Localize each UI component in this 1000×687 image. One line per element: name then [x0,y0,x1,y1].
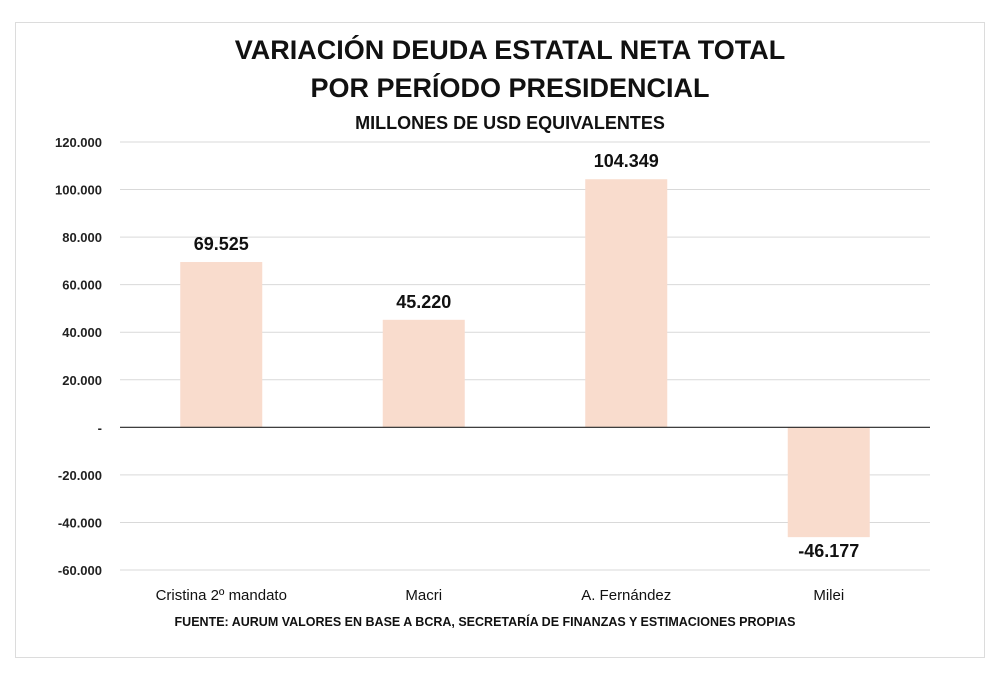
source-note: FUENTE: AURUM VALORES EN BASE A BCRA, SE… [175,614,796,629]
y-tick-label: 60.000 [62,278,102,293]
chart-subtitle: MILLONES DE USD EQUIVALENTES [355,113,665,133]
x-tick-label: Macri [405,587,442,604]
x-tick-label: A. Fernández [581,587,671,604]
y-tick-label: 20.000 [62,373,102,388]
bar [180,262,263,428]
x-tick-label: Cristina 2º mandato [156,587,287,604]
data-label: 104.349 [594,151,659,171]
y-tick-label: - [98,420,102,435]
y-tick-label: 100.000 [55,183,102,198]
chart-title-line-2: POR PERÍODO PRESIDENCIAL [310,72,709,103]
x-tick-label: Milei [813,587,844,604]
y-tick-label: -40.000 [58,515,102,530]
bar [787,427,870,538]
y-tick-label: 80.000 [62,230,102,245]
y-tick-label: 120.000 [55,135,102,150]
chart-title-line-1: VARIACIÓN DEUDA ESTATAL NETA TOTAL [235,34,785,65]
bar [382,319,465,428]
data-label: 45.220 [396,292,451,312]
data-label: 69.525 [194,234,249,254]
y-tick-label: 40.000 [62,325,102,340]
chart-frame [15,22,985,658]
y-tick-label: -20.000 [58,468,102,483]
bar [585,179,668,428]
y-tick-label: -60.000 [58,563,102,578]
data-label: -46.177 [798,541,859,561]
